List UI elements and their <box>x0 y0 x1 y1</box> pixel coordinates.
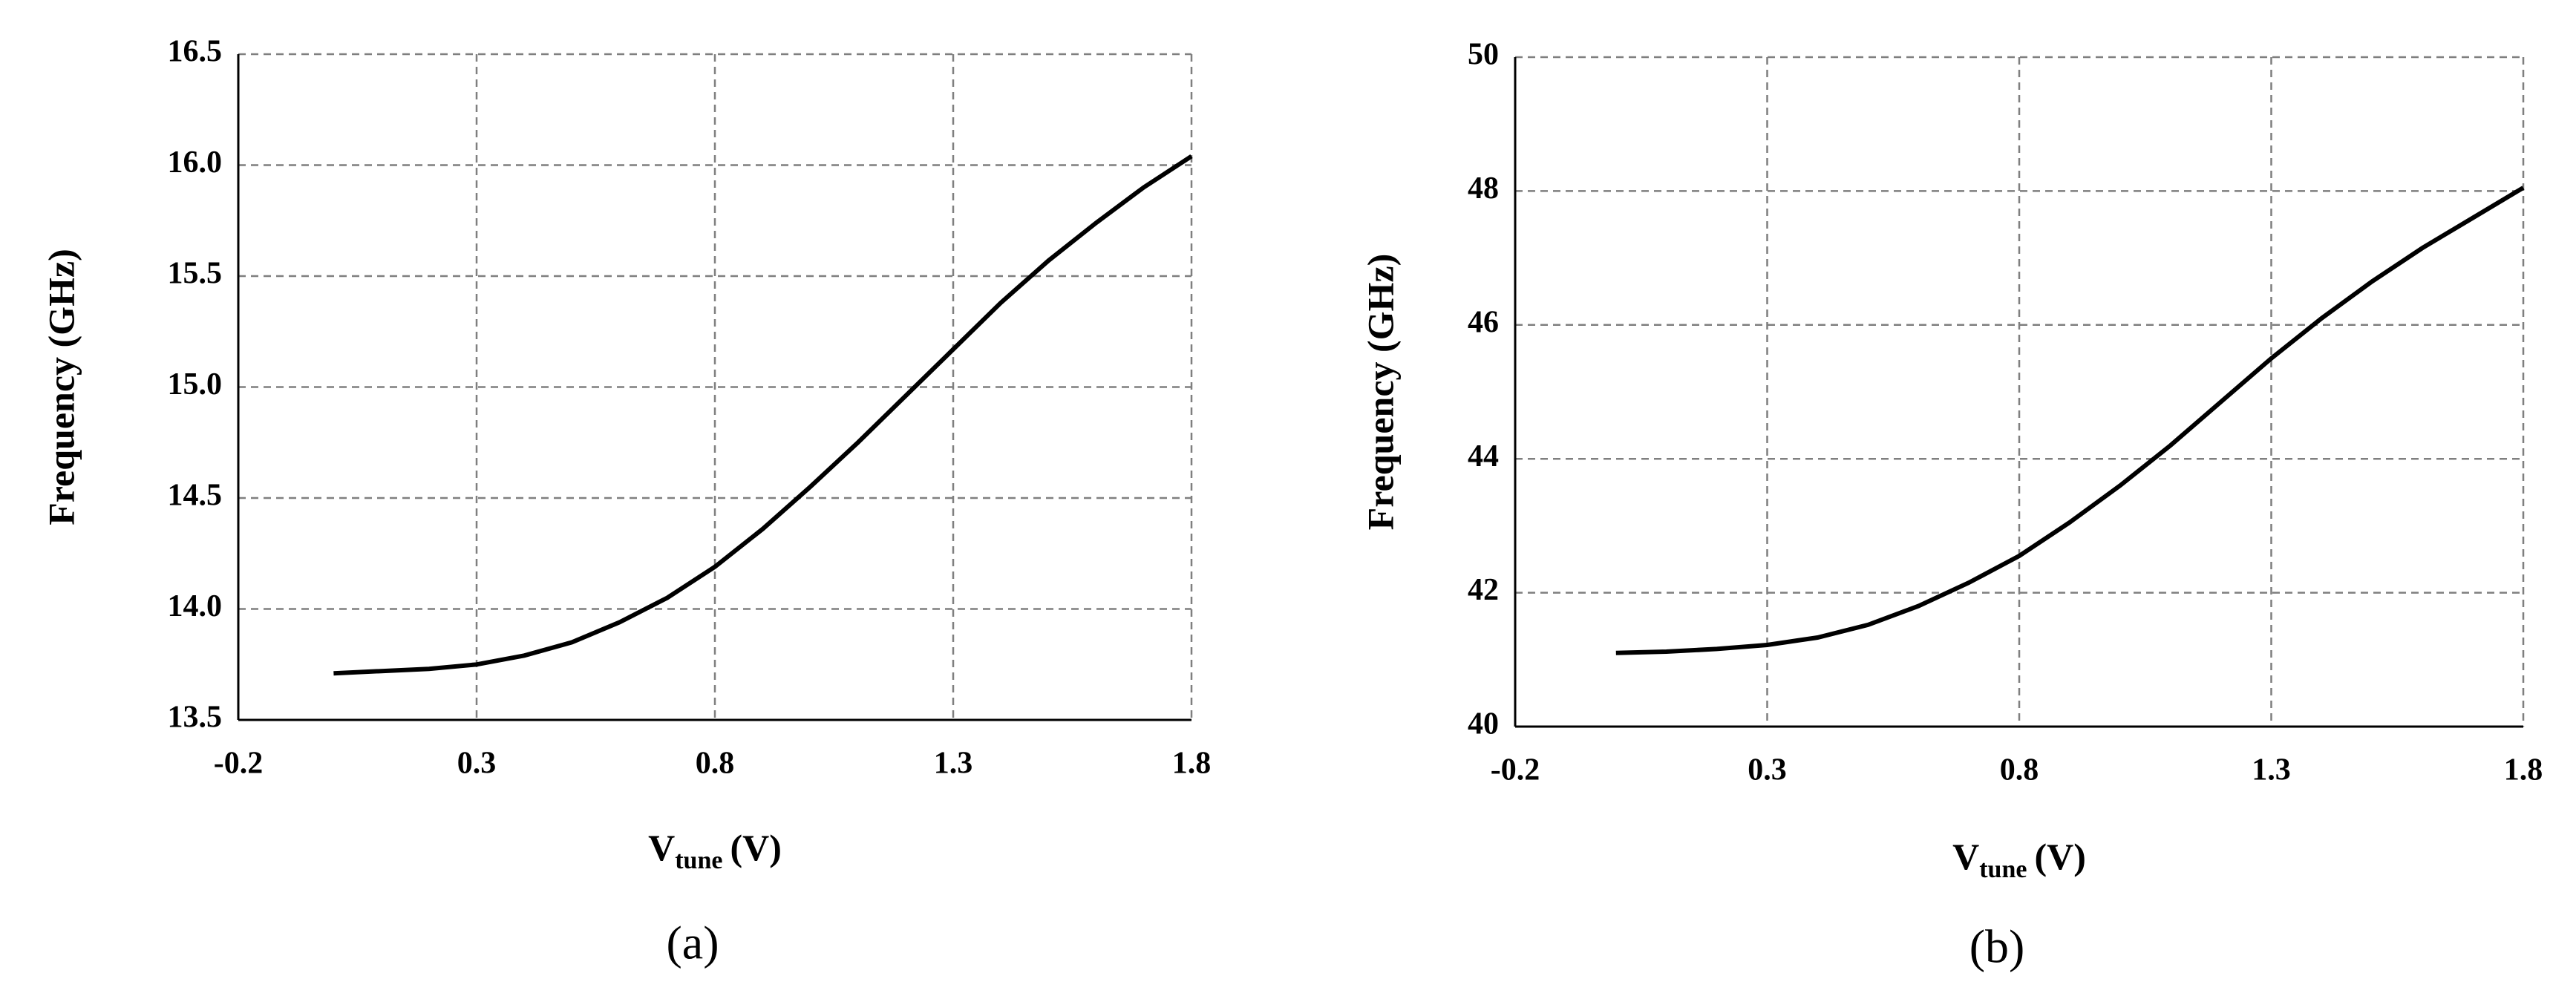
x-tick-label: -0.2 <box>1491 753 1540 787</box>
y-tick-label: 15.0 <box>168 367 223 402</box>
x-tick-label: 1.8 <box>2504 753 2543 787</box>
x-tick-label: 1.3 <box>934 747 973 781</box>
x-axis-label-sub: tune <box>675 847 722 874</box>
x-tick-label: 0.3 <box>1748 753 1787 787</box>
x-axis-label-main: V <box>648 827 675 868</box>
x-tick-label: 1.3 <box>2252 753 2291 787</box>
y-tick-label: 16.5 <box>168 35 223 69</box>
panel-label: (b) <box>1969 920 2025 973</box>
y-tick-label: 48 <box>1468 171 1499 206</box>
y-tick-label: 40 <box>1468 707 1499 741</box>
chart-panel: 13.5 14.0 14.5 15.0 15.5 16.0 16.5 -0.2 0.3 0.8 1.… <box>40 35 1211 969</box>
y-axis-label: Frequency (GHz) <box>40 249 82 525</box>
y-tick-label: 16.0 <box>168 145 223 180</box>
y-tick-label: 42 <box>1468 573 1499 607</box>
chart-panel: 40 42 44 46 48 50 -0.2 0.3 0.8 1.3 1.8 Frequency (G… <box>1359 38 2543 973</box>
y-tick-label: 15.5 <box>168 257 223 291</box>
y-axis-label: Frequency (GHz) <box>1359 254 1401 531</box>
panel-label: (a) <box>666 917 719 969</box>
x-axis-label-main: V <box>1952 836 1979 877</box>
x-tick-label: 0.8 <box>2000 753 2039 787</box>
y-tick-label: 14.5 <box>168 479 223 513</box>
y-tick-label: 46 <box>1468 305 1499 339</box>
y-tick-label: 14.0 <box>168 589 223 623</box>
x-axis-label: Vtune (V) <box>1952 836 2086 882</box>
x-axis-label-unit: (V) <box>730 827 781 868</box>
x-tick-label: 1.8 <box>1172 747 1212 781</box>
curve <box>333 154 1193 676</box>
x-axis-label: Vtune (V) <box>648 827 782 874</box>
x-axis-label-unit: (V) <box>2034 836 2085 877</box>
y-tick-label: 50 <box>1468 38 1499 72</box>
x-axis-label-sub: tune <box>1979 856 2027 883</box>
y-tick-label: 13.5 <box>168 701 223 735</box>
x-tick-label: 0.3 <box>457 747 497 781</box>
curve <box>1615 186 2525 655</box>
x-tick-label: -0.2 <box>214 747 264 781</box>
y-tick-label: 44 <box>1468 439 1499 474</box>
x-tick-label: 0.8 <box>696 747 735 781</box>
